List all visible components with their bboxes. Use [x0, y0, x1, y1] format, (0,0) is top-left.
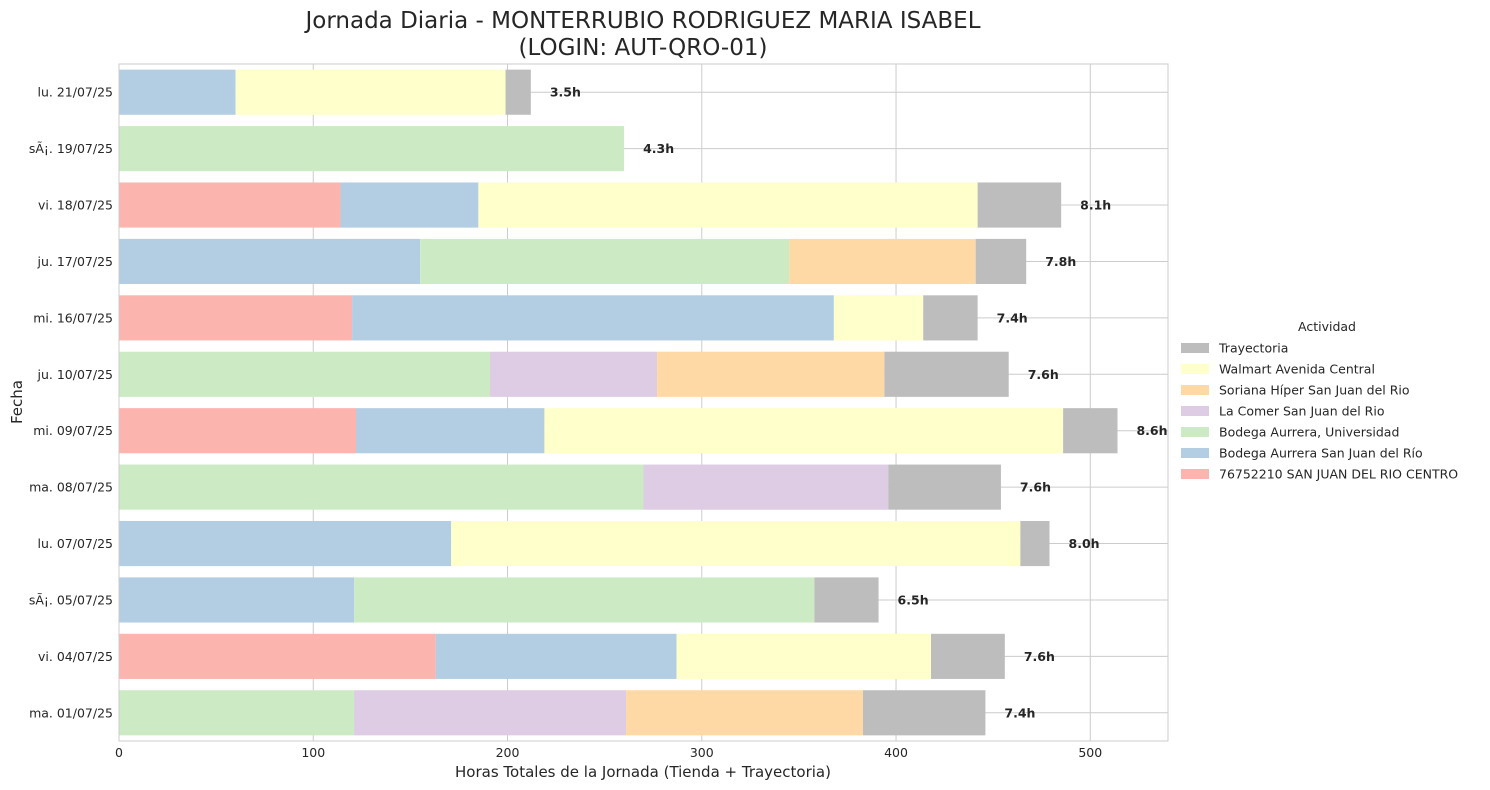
legend-swatch — [1181, 364, 1209, 374]
x-tick-label: 400 — [884, 745, 908, 760]
bar-segment — [975, 238, 1027, 285]
bar-segment — [119, 520, 452, 567]
y-tick-label: lu. 07/07/25 — [38, 536, 113, 551]
y-tick-label: sÃ¡. 19/07/25 — [29, 141, 113, 156]
bar-total-label: 7.4h — [1004, 705, 1035, 720]
bar-total-label: 4.3h — [643, 141, 674, 156]
bar-segment — [119, 633, 436, 679]
chart-title-line-1: Jornada Diaria - MONTERRUBIO RODRIGUEZ M… — [303, 8, 980, 34]
bar-segments — [119, 69, 1118, 736]
bar-segment — [657, 351, 885, 397]
y-tick-label: vi. 04/07/25 — [38, 649, 113, 664]
bar-segment — [544, 408, 1064, 454]
bar-segment — [451, 520, 1021, 567]
legend-entry-label: Walmart Avenida Central — [1219, 362, 1375, 377]
bar-segment — [119, 295, 353, 341]
y-tick-label: mi. 09/07/25 — [33, 423, 113, 438]
bar-segment — [119, 182, 341, 228]
y-tick-label: vi. 18/07/25 — [38, 198, 113, 213]
y-tick-labels: lu. 21/07/25 sÃ¡. 19/07/25 vi. 18/07/25 ju.… — [29, 85, 113, 721]
bar-segment — [1063, 408, 1118, 454]
bar-segment — [119, 464, 644, 510]
y-tick-label: ju. 17/07/25 — [37, 254, 113, 269]
total-labels: 3.5h 4.3h 8.1h 7.8h 7.4h 7.6h 8.6h 7.6h 8.0h 6.5h… — [550, 85, 1168, 721]
bar-total-label: 7.8h — [1045, 254, 1076, 269]
bar-segment — [235, 69, 506, 115]
bar-total-label: 7.6h — [1024, 649, 1055, 664]
bar-segment — [119, 126, 625, 172]
bar-segment — [643, 464, 889, 510]
bar-segment — [119, 69, 236, 115]
bar-segment — [420, 238, 790, 285]
x-axis-label: Horas Totales de la Jornada (Tienda + Tr… — [455, 763, 831, 781]
x-tick-label: 0 — [115, 745, 123, 760]
bar-total-label: 7.6h — [1020, 480, 1051, 495]
legend-swatch — [1181, 385, 1209, 395]
legend-swatch — [1181, 469, 1209, 479]
bar-total-label: 7.6h — [1028, 367, 1059, 382]
bar-segment — [352, 295, 834, 341]
legend-entry-label: La Comer San Juan del Rio — [1219, 404, 1385, 419]
bar-segment — [923, 295, 978, 341]
bar-segment — [119, 238, 421, 285]
x-tick-label: 100 — [301, 745, 325, 760]
bar-segment — [119, 351, 491, 397]
bar-segment — [354, 577, 815, 623]
bar-segment — [676, 633, 932, 679]
bar-segment — [119, 577, 355, 623]
bar-segment — [1020, 520, 1050, 567]
bar-segment — [490, 351, 658, 397]
y-tick-label: sÃ¡. 05/07/25 — [29, 592, 113, 607]
bar-segment — [884, 351, 1009, 397]
bar-segment — [354, 690, 627, 736]
bar-total-label: 8.1h — [1080, 198, 1111, 213]
y-tick-label: mi. 16/07/25 — [33, 310, 113, 325]
y-tick-label: ma. 01/07/25 — [29, 705, 113, 720]
x-tick-label: 200 — [496, 745, 520, 760]
bar-segment — [355, 408, 545, 454]
bar-segment — [814, 577, 879, 623]
bar-segment — [863, 690, 986, 736]
bar-segment — [340, 182, 479, 228]
bar-total-label: 8.0h — [1069, 536, 1100, 551]
chart-title-line-2: (LOGIN: AUT-QRO-01) — [519, 35, 768, 61]
legend-entry-label: Trayectoria — [1218, 341, 1288, 356]
x-tick-label: 300 — [690, 745, 714, 760]
legend-swatch — [1181, 406, 1209, 416]
bar-segment — [478, 182, 978, 228]
legend-swatch — [1181, 448, 1209, 458]
bar-segment — [119, 690, 355, 736]
legend-swatch — [1181, 343, 1209, 353]
bar-segment — [977, 182, 1062, 228]
y-tick-label: lu. 21/07/25 — [38, 85, 113, 100]
bar-segment — [119, 408, 356, 454]
bar-total-label: 6.5h — [898, 592, 929, 607]
bar-segment — [626, 690, 864, 736]
bar-total-label: 8.6h — [1136, 423, 1167, 438]
bar-segment — [888, 464, 1001, 510]
bar-total-label: 3.5h — [550, 85, 581, 100]
bar-segment — [833, 295, 924, 341]
legend: Actividad Trayectoria Walmart Avenida Cen… — [1181, 319, 1458, 482]
bar-segment — [931, 633, 1005, 679]
legend-entry-label: Bodega Aurrera, Universidad — [1219, 425, 1399, 440]
legend-entry-label: Soriana Híper San Juan del Rio — [1219, 383, 1410, 398]
bar-segment — [505, 69, 531, 115]
legend-entry-label: Bodega Aurrera San Juan del Río — [1219, 446, 1423, 461]
legend-entry-label: 76752210 SAN JUAN DEL RIO CENTRO — [1219, 467, 1458, 482]
x-tick-label: 500 — [1078, 745, 1102, 760]
bar-segment — [435, 633, 677, 679]
legend-title: Actividad — [1298, 319, 1356, 334]
bar-segment — [789, 238, 976, 285]
y-tick-label: ma. 08/07/25 — [29, 480, 113, 495]
plot-frame — [118, 63, 1169, 742]
legend-swatch — [1181, 427, 1209, 437]
bar-total-label: 7.4h — [997, 310, 1028, 325]
y-axis-label: Fecha — [8, 380, 26, 424]
y-tick-label: ju. 10/07/25 — [37, 367, 113, 382]
x-tick-labels: 0 100 200 300 400 500 — [115, 745, 1102, 760]
